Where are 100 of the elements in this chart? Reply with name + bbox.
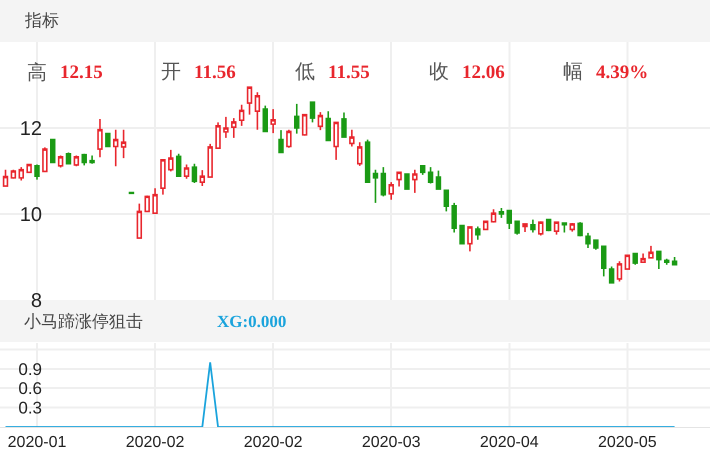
candlestick bbox=[112, 128, 118, 168]
annotation: 高 12.15 bbox=[27, 61, 103, 84]
y-tick-label: 8 bbox=[30, 290, 42, 312]
candlestick bbox=[105, 132, 111, 148]
annotation: 幅 4.39% bbox=[563, 61, 648, 83]
candlestick bbox=[444, 190, 450, 212]
candlestick bbox=[200, 169, 206, 187]
candlestick bbox=[482, 220, 488, 230]
candlestick bbox=[640, 252, 646, 263]
candlestick bbox=[538, 220, 544, 236]
x-tick-label: 2020-02 bbox=[244, 434, 303, 452]
candlestick bbox=[498, 207, 504, 219]
candlestick bbox=[18, 166, 24, 182]
candlestick bbox=[152, 187, 158, 214]
candlestick bbox=[120, 128, 126, 159]
candlestick bbox=[490, 208, 496, 224]
candlestick bbox=[231, 117, 237, 139]
candlestick bbox=[459, 224, 465, 246]
candlestick bbox=[2, 168, 8, 188]
candlestick bbox=[192, 162, 198, 184]
candlestick bbox=[672, 256, 678, 266]
x-tick-label: 2020-02 bbox=[126, 434, 185, 452]
candlestick bbox=[396, 171, 402, 188]
candlestick bbox=[326, 110, 331, 142]
x-tick-label: 2020-01 bbox=[8, 434, 66, 452]
candlestick bbox=[608, 266, 614, 284]
candlestick bbox=[176, 153, 182, 177]
candlestick bbox=[278, 129, 284, 154]
annotation: 低 11.55 bbox=[295, 61, 370, 83]
candlestick bbox=[436, 170, 442, 190]
candlestick bbox=[570, 222, 575, 232]
candlestick bbox=[585, 232, 591, 249]
candlestick bbox=[310, 101, 316, 124]
candlestick bbox=[42, 146, 48, 172]
series-label: XG:0.000 bbox=[217, 312, 286, 331]
candlestick bbox=[184, 164, 190, 180]
candlestick bbox=[302, 114, 308, 137]
x-tick-label: 2020-04 bbox=[480, 434, 539, 452]
candlestick bbox=[246, 86, 252, 116]
candlestick bbox=[238, 104, 244, 127]
candlestick bbox=[577, 221, 583, 238]
candlestick bbox=[514, 220, 520, 236]
candlestick bbox=[380, 166, 386, 198]
candlestick bbox=[207, 143, 213, 178]
candlestick bbox=[89, 154, 95, 164]
candlestick bbox=[223, 116, 229, 139]
candlestick bbox=[364, 138, 370, 183]
candlestick bbox=[420, 165, 426, 176]
candlestick bbox=[254, 92, 260, 131]
candlestick bbox=[50, 138, 56, 164]
candlestick bbox=[160, 159, 166, 196]
candlestick bbox=[10, 168, 16, 180]
candlestick bbox=[546, 218, 552, 232]
candlestick bbox=[562, 222, 568, 234]
candlestick bbox=[262, 104, 268, 134]
candlestick bbox=[530, 218, 536, 234]
candlestick bbox=[97, 118, 103, 158]
chart-title: 小马蹄涨停狙击 bbox=[24, 312, 143, 331]
candlestick bbox=[66, 152, 72, 164]
candlestick bbox=[428, 166, 434, 184]
candlestick bbox=[270, 108, 276, 134]
candlestick bbox=[318, 111, 324, 131]
candlestick bbox=[58, 154, 64, 168]
candlestick bbox=[286, 128, 292, 149]
candlestick bbox=[136, 202, 142, 239]
candlestick bbox=[349, 128, 355, 148]
candlestick bbox=[412, 168, 418, 194]
y-tick-label: 12 bbox=[20, 118, 42, 140]
candlestick bbox=[26, 162, 32, 174]
candlestick bbox=[144, 194, 150, 212]
annotation: 收 12.06 bbox=[429, 61, 505, 83]
candlestick bbox=[356, 141, 362, 167]
x-tick-label: 2020-05 bbox=[598, 434, 657, 452]
candlestick bbox=[294, 103, 300, 134]
candlestick bbox=[624, 254, 630, 270]
candlestick bbox=[506, 210, 512, 230]
candlestick bbox=[475, 226, 481, 241]
y-tick-label: 10 bbox=[20, 204, 42, 226]
y-tick-label: 0.6 bbox=[18, 379, 42, 398]
candlestick bbox=[404, 173, 410, 190]
candlestick bbox=[128, 192, 134, 194]
candlestick bbox=[656, 250, 662, 270]
candlestick bbox=[601, 245, 606, 278]
candlestick bbox=[648, 245, 654, 259]
candlestick bbox=[467, 226, 473, 252]
x-tick-label: 2020-03 bbox=[362, 434, 421, 452]
candlestick bbox=[341, 112, 347, 139]
candlestick bbox=[522, 223, 528, 233]
candlestick bbox=[34, 164, 40, 180]
annotation: 开 11.56 bbox=[161, 61, 236, 83]
candlestick bbox=[632, 252, 638, 266]
y-tick-label: 0.9 bbox=[18, 360, 42, 379]
candlestick bbox=[74, 154, 80, 168]
candlestick bbox=[215, 122, 221, 150]
candlestick bbox=[168, 149, 174, 172]
candlestick bbox=[593, 239, 599, 250]
candlestick bbox=[333, 122, 339, 161]
candlestick bbox=[451, 202, 457, 234]
candlestick bbox=[616, 260, 622, 282]
y-tick-label: 0.3 bbox=[18, 398, 42, 418]
